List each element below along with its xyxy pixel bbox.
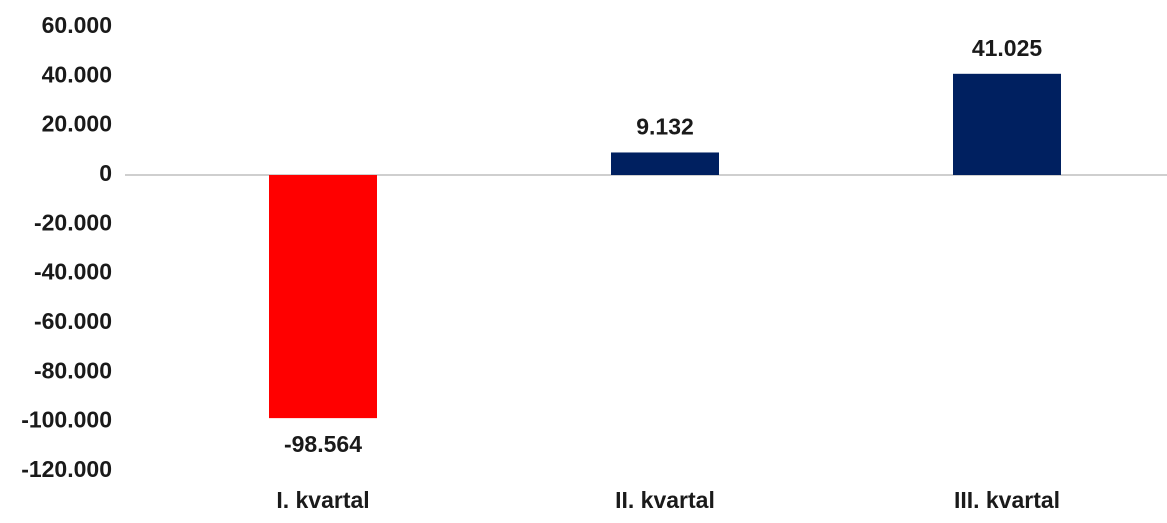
y-tick-label: -20.000 bbox=[34, 209, 112, 235]
y-tick-label: -100.000 bbox=[21, 407, 112, 433]
value-label: -98.564 bbox=[284, 431, 362, 457]
y-tick-label: 40.000 bbox=[42, 61, 112, 87]
value-label: 41.025 bbox=[972, 35, 1043, 61]
x-tick-label: III. kvartal bbox=[954, 487, 1060, 513]
bar bbox=[953, 73, 1061, 175]
y-tick-label: 60.000 bbox=[42, 12, 112, 38]
value-label: 9.132 bbox=[636, 114, 694, 140]
y-tick-label: -120.000 bbox=[21, 456, 112, 482]
bar bbox=[611, 152, 719, 175]
y-tick-label: 0 bbox=[99, 160, 112, 186]
bar bbox=[269, 175, 377, 419]
y-tick-label: 20.000 bbox=[42, 111, 112, 137]
y-tick-label: -40.000 bbox=[34, 259, 112, 285]
y-tick-label: -60.000 bbox=[34, 308, 112, 334]
x-tick-label: II. kvartal bbox=[615, 487, 715, 513]
x-tick-label: I. kvartal bbox=[276, 487, 369, 513]
y-tick-label: -80.000 bbox=[34, 357, 112, 383]
